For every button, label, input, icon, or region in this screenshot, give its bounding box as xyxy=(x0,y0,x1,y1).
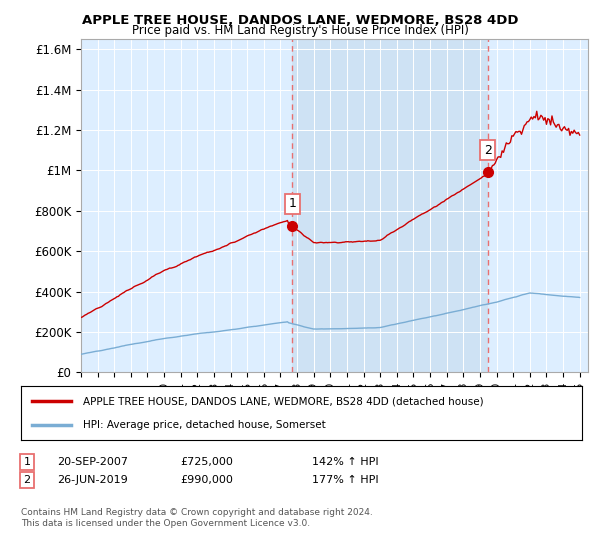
Text: 20-SEP-2007: 20-SEP-2007 xyxy=(57,457,128,467)
Text: APPLE TREE HOUSE, DANDOS LANE, WEDMORE, BS28 4DD: APPLE TREE HOUSE, DANDOS LANE, WEDMORE, … xyxy=(82,14,518,27)
Text: Contains HM Land Registry data © Crown copyright and database right 2024.
This d: Contains HM Land Registry data © Crown c… xyxy=(21,508,373,528)
Text: APPLE TREE HOUSE, DANDOS LANE, WEDMORE, BS28 4DD (detached house): APPLE TREE HOUSE, DANDOS LANE, WEDMORE, … xyxy=(83,396,484,407)
Text: 2: 2 xyxy=(484,144,492,157)
Text: £725,000: £725,000 xyxy=(180,457,233,467)
Text: £990,000: £990,000 xyxy=(180,475,233,485)
Text: 1: 1 xyxy=(289,197,296,211)
Text: 2: 2 xyxy=(23,475,31,485)
Bar xyxy=(292,39,488,372)
Text: Price paid vs. HM Land Registry's House Price Index (HPI): Price paid vs. HM Land Registry's House … xyxy=(131,24,469,37)
Text: 142% ↑ HPI: 142% ↑ HPI xyxy=(312,457,379,467)
Text: 1: 1 xyxy=(23,457,31,467)
Text: 26-JUN-2019: 26-JUN-2019 xyxy=(57,475,128,485)
Text: HPI: Average price, detached house, Somerset: HPI: Average price, detached house, Some… xyxy=(83,419,325,430)
Text: 177% ↑ HPI: 177% ↑ HPI xyxy=(312,475,379,485)
